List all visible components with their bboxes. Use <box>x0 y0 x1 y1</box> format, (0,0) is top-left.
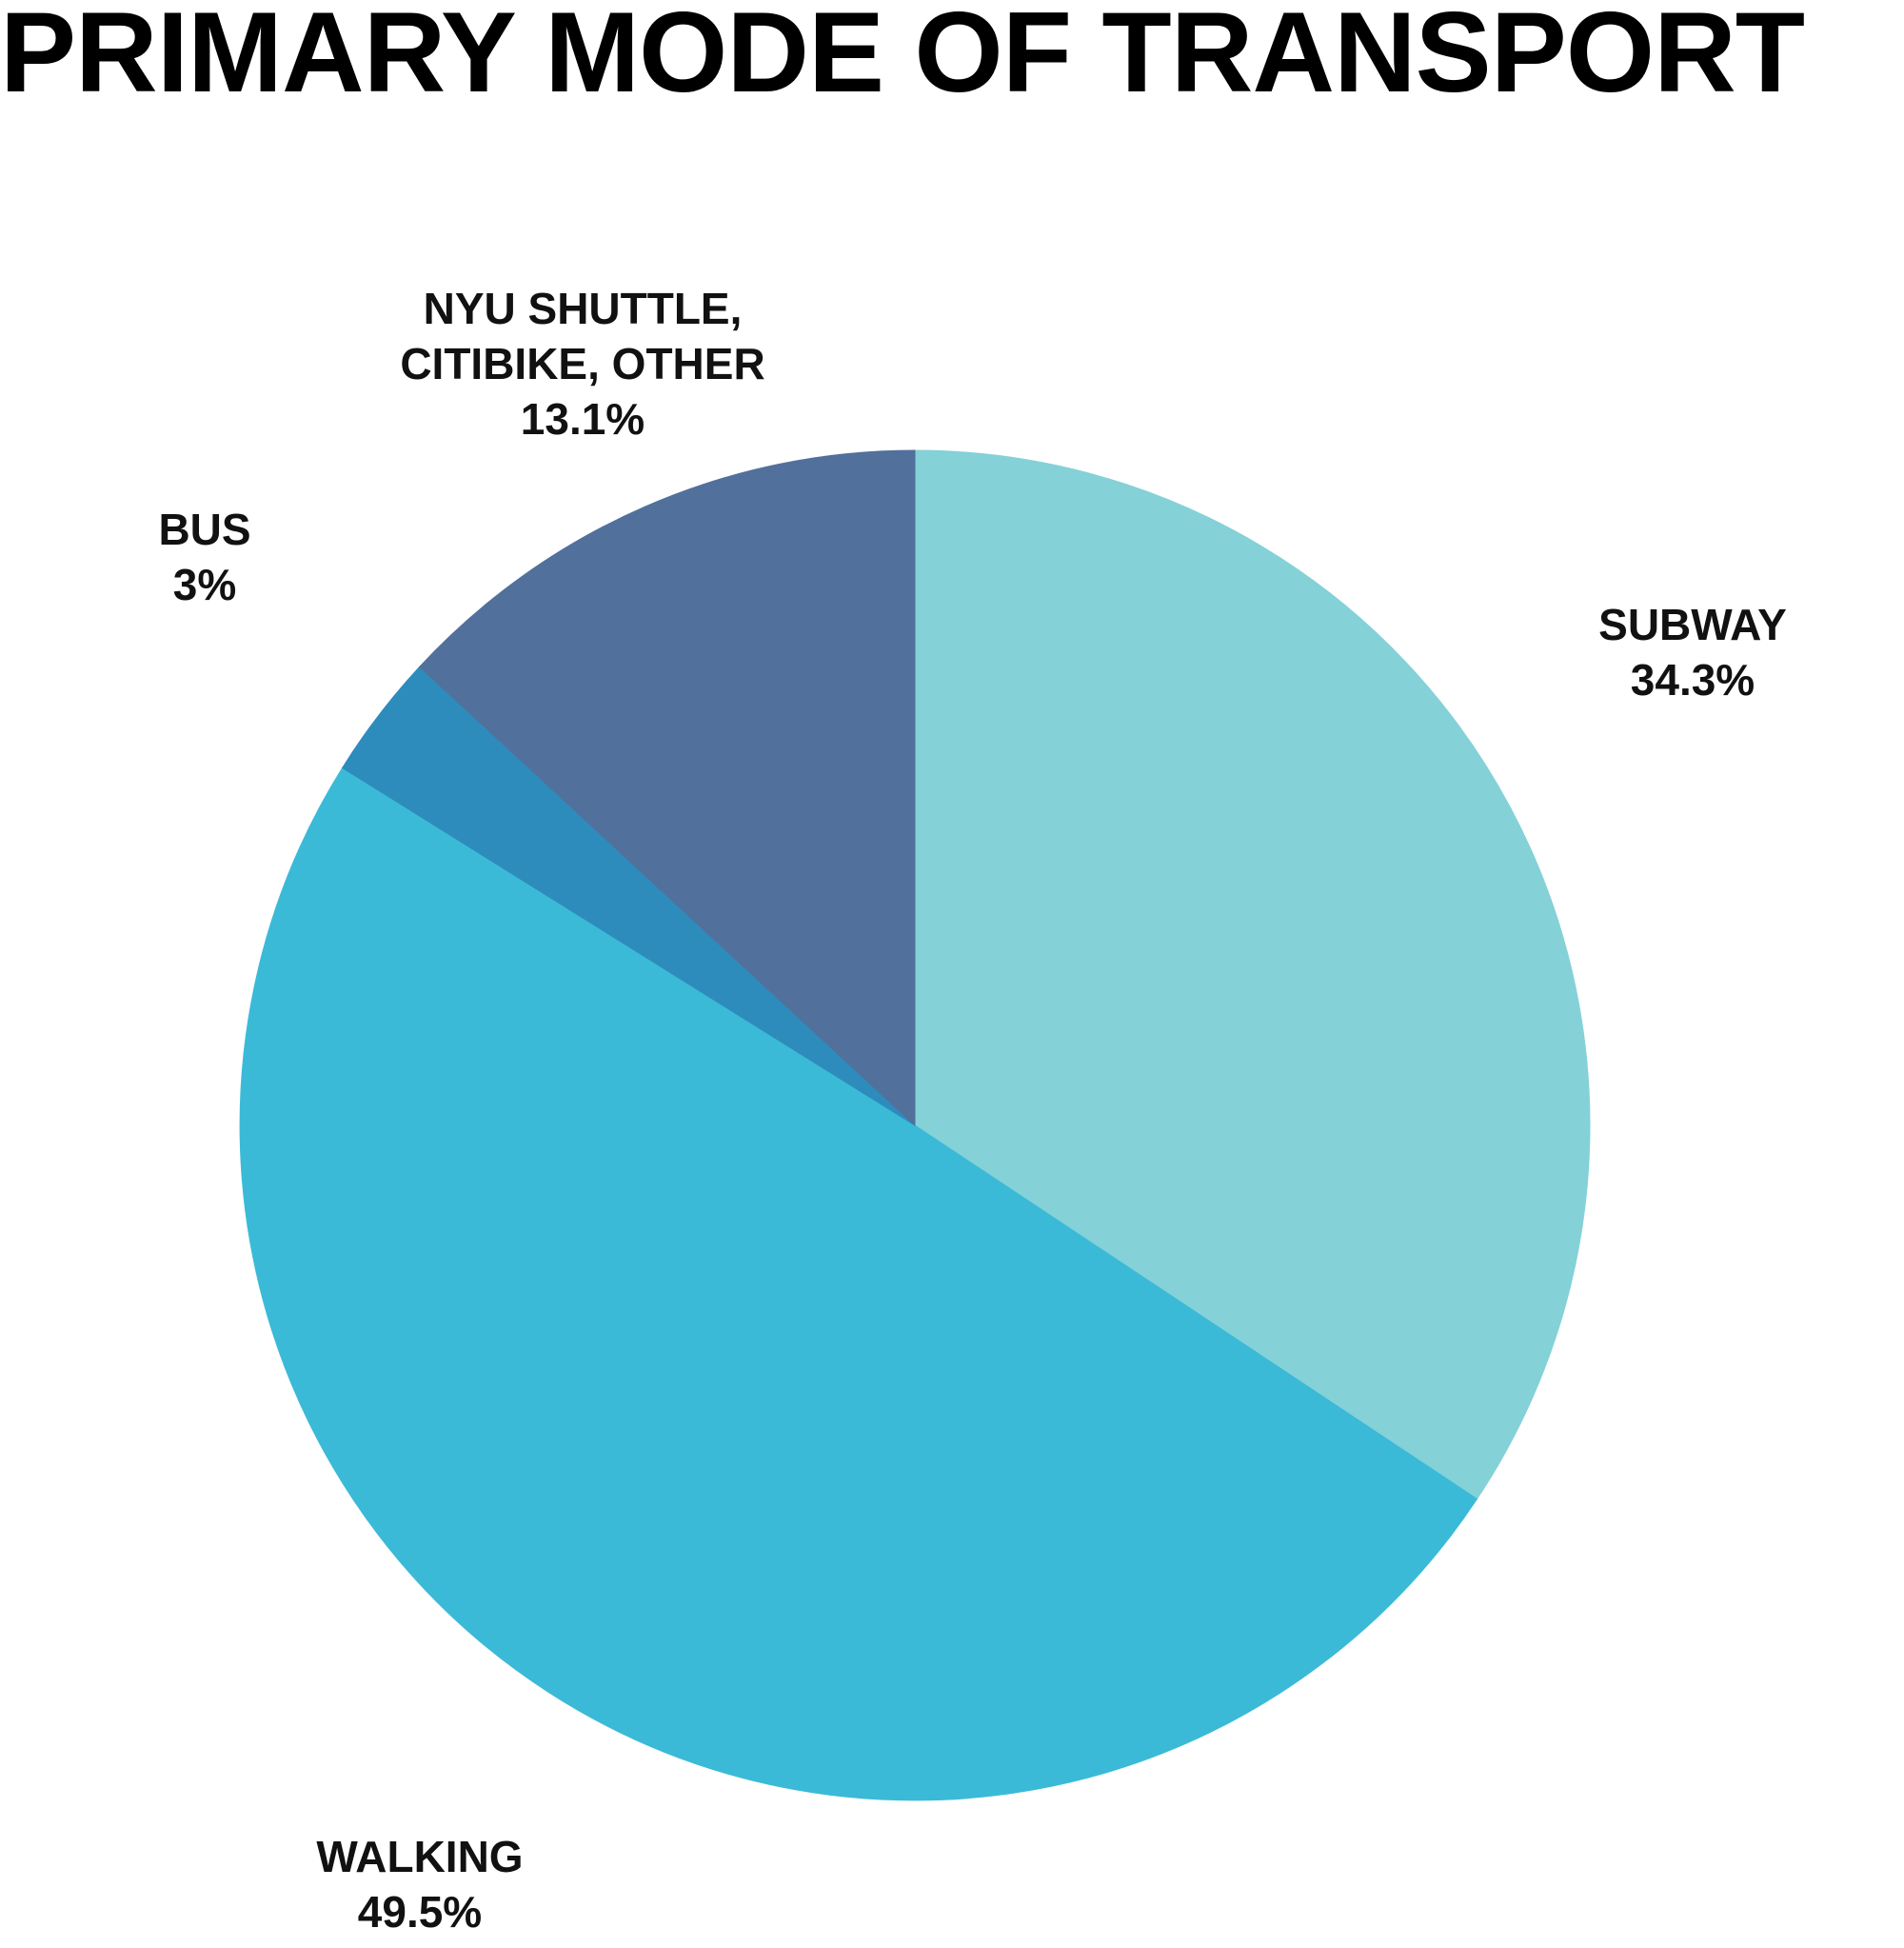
slice-name-label: NYU SHUTTLE, <box>424 284 743 333</box>
slice-label: WALKING 49.5% <box>316 1832 523 1937</box>
slice-label: SUBWAY 34.3% <box>1598 600 1787 705</box>
slice-name-label: SUBWAY <box>1598 600 1787 649</box>
pie-slice-nyu-shuttle <box>419 449 916 1127</box>
slice-value-label: 49.5% <box>358 1887 482 1937</box>
slice-value-label: 13.1% <box>521 394 645 444</box>
slice-value-label: 34.3% <box>1631 655 1755 705</box>
slice-label: BUS 3% <box>158 505 250 609</box>
slice-name-label: CITIBIKE, OTHER <box>400 339 764 388</box>
slice-value-label: 3% <box>173 560 236 609</box>
chart-title: PRIMARY MODE OF TRANSPORT <box>0 0 1805 116</box>
pie-labels: SUBWAY 34.3% WALKING 49.5% BUS 3% NYU SHUTTLE,… <box>158 284 1786 1937</box>
pie-slice-walking <box>239 766 1478 1801</box>
slice-name-label: WALKING <box>316 1832 523 1881</box>
slice-name-label: BUS <box>158 505 250 554</box>
pie-slices <box>239 449 1591 1801</box>
slice-label: NYU SHUTTLE, CITIBIKE, OTHER 13.1% <box>400 284 764 444</box>
pie-slice-subway <box>914 449 1591 1501</box>
